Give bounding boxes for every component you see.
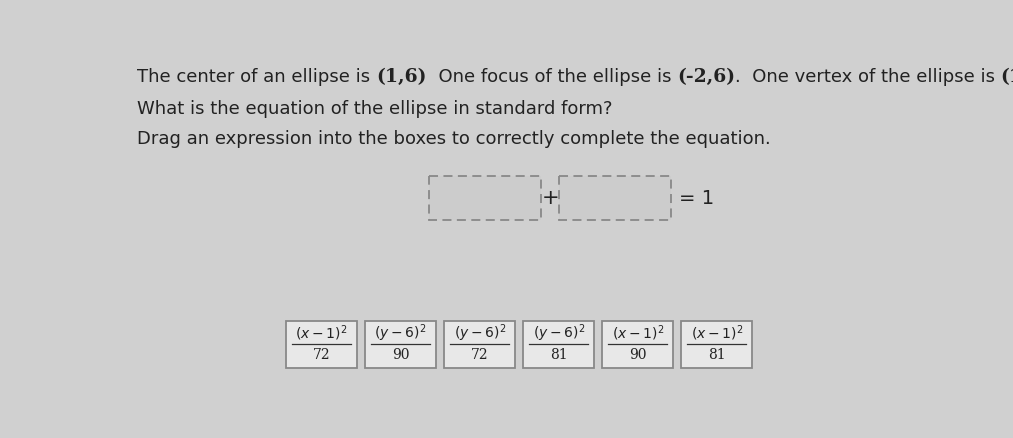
FancyBboxPatch shape (559, 176, 672, 220)
Text: 90: 90 (629, 348, 646, 362)
Text: $(x-1)^{2}$: $(x-1)^{2}$ (691, 324, 743, 343)
FancyBboxPatch shape (428, 176, 541, 220)
Text: = 1: = 1 (679, 189, 714, 208)
FancyBboxPatch shape (523, 321, 595, 368)
Text: (10,6): (10,6) (1001, 68, 1013, 86)
Text: $(x-1)^{2}$: $(x-1)^{2}$ (296, 324, 347, 343)
Text: $(y-6)^{2}$: $(y-6)^{2}$ (454, 323, 505, 344)
Text: .  One vertex of the ellipse is: . One vertex of the ellipse is (735, 68, 1001, 86)
Text: 72: 72 (313, 348, 330, 362)
FancyBboxPatch shape (286, 321, 358, 368)
Text: One focus of the ellipse is: One focus of the ellipse is (426, 68, 677, 86)
Text: $(y-6)^{2}$: $(y-6)^{2}$ (375, 323, 426, 344)
Text: (-2,6): (-2,6) (677, 68, 735, 86)
Text: 72: 72 (471, 348, 488, 362)
Text: Drag an expression into the boxes to correctly complete the equation.: Drag an expression into the boxes to cor… (138, 130, 771, 148)
Text: +: + (541, 188, 559, 208)
Text: The center of an ellipse is: The center of an ellipse is (138, 68, 377, 86)
Text: $(x-1)^{2}$: $(x-1)^{2}$ (612, 324, 664, 343)
FancyBboxPatch shape (365, 321, 437, 368)
Text: $(y-6)^{2}$: $(y-6)^{2}$ (533, 323, 585, 344)
Text: 81: 81 (550, 348, 567, 362)
FancyBboxPatch shape (602, 321, 674, 368)
FancyBboxPatch shape (681, 321, 753, 368)
Text: 81: 81 (708, 348, 725, 362)
Text: (1,6): (1,6) (377, 68, 426, 86)
Text: 90: 90 (392, 348, 409, 362)
Text: What is the equation of the ellipse in standard form?: What is the equation of the ellipse in s… (138, 100, 613, 118)
FancyBboxPatch shape (444, 321, 516, 368)
